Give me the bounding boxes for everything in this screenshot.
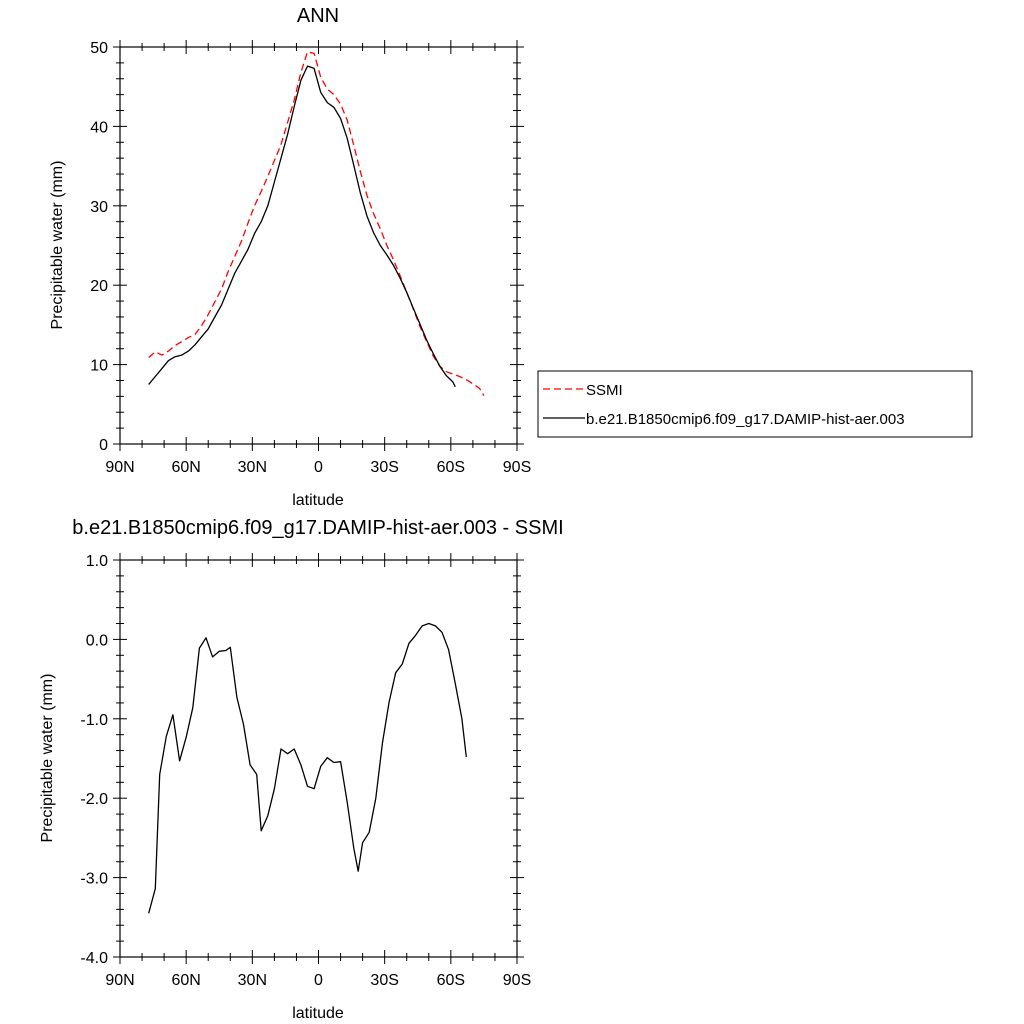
x-tick-label: 90S [503,459,531,476]
plot-frame [119,46,518,445]
series-line-0 [148,622,467,914]
y-tick-label: 0.0 [86,632,108,649]
panel-title: b.e21.B1850cmip6.f09_g17.DAMIP-hist-aer.… [72,517,563,539]
y-tick-label: 40 [90,119,108,136]
legend-box [537,370,973,438]
y-tick-label: 10 [90,358,108,375]
y-tick-label: -2.0 [80,791,108,808]
y-tick-label: 50 [90,40,108,57]
x-tick-label: 60S [437,972,465,989]
legend: SSMI b.e21.B1850cmip6.f09_g17.DAMIP-hist… [537,370,973,438]
x-tick-label: 0 [314,972,323,989]
y-tick-label: -3.0 [80,871,108,888]
y-tick-label: 30 [90,199,108,216]
y-tick-label: -1.0 [80,712,108,729]
panel-bottom: b.e21.B1850cmip6.f09_g17.DAMIP-hist-aer.… [39,517,564,1022]
x-tick-label: 60N [171,459,200,476]
y-axis-label: Precipitable water (mm) [39,674,56,843]
x-tick-label: 90N [105,459,134,476]
x-tick-label: 90S [503,972,531,989]
panel-title: ANN [297,5,339,27]
x-tick-label: 60N [171,972,200,989]
x-tick-label: 90N [105,972,134,989]
legend-label-ssmi: SSMI [586,382,623,399]
x-tick-label: 0 [314,459,323,476]
plot-area: 90N 60N 30N 0 30S 60S 90S 0 10 20 30 40 50 [90,40,531,476]
panel-top: ANN 90N 60N 30N 0 30S 60S 90S 0 10 20 30 40 50 latit… [49,5,531,509]
series-line-0 [148,51,485,396]
x-tick-label: 30N [238,972,267,989]
plot-frame [119,559,518,958]
y-axis-label: Precipitable water (mm) [49,161,66,330]
x-tick-label: 60S [437,459,465,476]
x-tick-label: 30S [370,972,398,989]
y-tick-label: 20 [90,278,108,295]
plot-area: 90N 60N 30N 0 30S 60S 90S -4.0 -3.0 -2.0 -1.0 0.0 1.… [80,553,531,989]
x-tick-label: 30S [370,459,398,476]
series-line-1 [148,65,456,388]
y-tick-label: 1.0 [86,553,108,570]
y-tick-label: 0 [99,437,108,454]
x-axis-label: latitude [292,1005,344,1022]
y-tick-label: -4.0 [80,950,108,967]
x-tick-label: 30N [238,459,267,476]
legend-label-model: b.e21.B1850cmip6.f09_g17.DAMIP-hist-aer.… [586,411,905,428]
x-axis-label: latitude [292,492,344,509]
